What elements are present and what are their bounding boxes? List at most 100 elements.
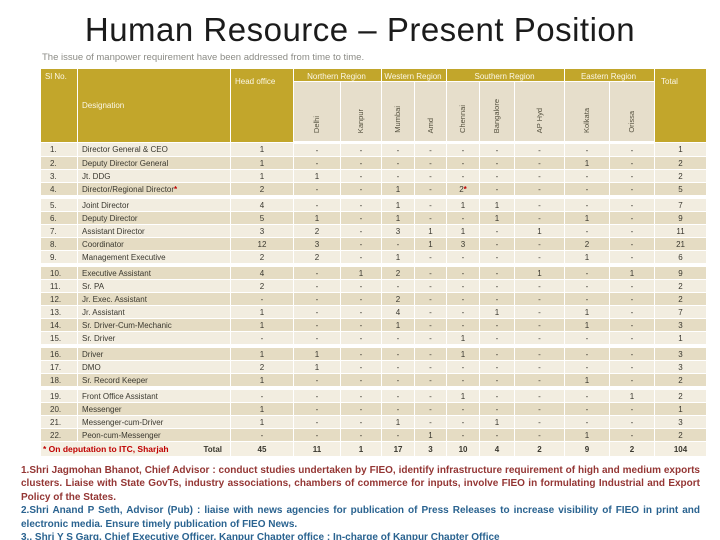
row-number-cell: 3. [40, 169, 78, 183]
value-cell: - [479, 224, 516, 238]
row-number-cell: 1. [40, 142, 78, 157]
value-cell: - [609, 237, 656, 251]
value-cell: 2 [654, 169, 708, 183]
value-cell: - [414, 318, 448, 332]
header-city-amd: Amd [414, 81, 448, 144]
value-cell: - [414, 211, 448, 225]
value-cell: - [414, 387, 448, 403]
value-cell: - [446, 211, 481, 225]
table-row: 6. Deputy Director 5 1-1- -1-1-9 [40, 211, 708, 225]
header-region-western: Western Region [381, 68, 448, 82]
value-cell: - [446, 250, 481, 267]
city-label: Delhi [312, 115, 321, 133]
value-cell: 2 [654, 292, 708, 306]
value-cell: - [514, 250, 566, 267]
designation-cell: Peon-cum-Messenger [77, 428, 231, 442]
designation-cell: Director/Regional Director* [77, 182, 231, 199]
value-cell: - [564, 345, 611, 361]
value-cell: - [339, 305, 383, 319]
header-sl-no: Sl No. [40, 68, 78, 143]
value-cell: 1 [446, 224, 481, 238]
value-cell: 2 [293, 250, 341, 267]
value-cell: - [479, 318, 516, 332]
value-cell: 1 [564, 250, 611, 267]
value-cell: - [479, 402, 516, 416]
value-cell: - [293, 264, 341, 280]
designation-cell: Sr. PA [77, 279, 231, 293]
note-3: 3.. Shri Y S Garg, Chief Executive Offic… [21, 532, 500, 540]
value-cell: 2 [293, 224, 341, 238]
value-cell: - [479, 345, 516, 361]
value-cell: 5 [230, 211, 294, 225]
table-row: 15. Sr. Driver - - - - -1- - - -1 [40, 331, 708, 348]
header-city-kolkata: Kolkata [564, 81, 611, 144]
value-cell: - [514, 196, 566, 212]
row-number-cell: 4. [40, 182, 78, 199]
value-cell: - [414, 169, 448, 183]
header-row-regions: Sl No. Designation Head office Northern … [40, 68, 708, 143]
value-cell: - [230, 387, 294, 403]
designation-cell: Driver [77, 345, 231, 361]
value-cell: 3 [654, 318, 708, 332]
value-cell: - [339, 196, 383, 212]
value-cell: - [514, 402, 566, 416]
value-cell: 1 [414, 224, 448, 238]
value-cell: - [293, 428, 341, 442]
value-cell: 2 [654, 156, 708, 170]
value-cell: - [514, 142, 566, 157]
value-cell: - [381, 360, 416, 374]
value-cell: - [479, 292, 516, 306]
row-number-cell: 16. [40, 345, 78, 361]
value-cell: - [609, 373, 656, 390]
total-cell: 10 [446, 441, 481, 457]
value-cell: - [609, 224, 656, 238]
value-cell: 9 [654, 264, 708, 280]
value-cell: - [564, 264, 611, 280]
value-cell: 1 [381, 196, 416, 212]
total-cell: 4 [479, 441, 516, 457]
value-cell: 2 [230, 360, 294, 374]
total-cell: 3 [414, 441, 448, 457]
value-cell: - [230, 292, 294, 306]
value-cell: - [339, 428, 383, 442]
value-cell: - [609, 318, 656, 332]
value-cell: - [414, 345, 448, 361]
value-cell: - [609, 331, 656, 348]
header-region-northern: Northern Region [292, 68, 383, 82]
table-body: 1. Director General & CEO 1- - - - - - - - -1 2. Dep… [40, 142, 708, 457]
value-cell: - [293, 156, 341, 170]
value-cell: 1 [654, 331, 708, 348]
value-cell: 1 [381, 182, 416, 199]
table-row: 4. Director/Regional Director* 2- -1-2* - - - -… [40, 182, 708, 199]
total-cell: 2 [609, 441, 656, 457]
value-cell: 1 [230, 156, 294, 170]
value-cell: 5 [654, 182, 708, 199]
header-region-southern: Southern Region [446, 68, 566, 82]
value-cell: - [609, 428, 656, 442]
value-cell: - [339, 292, 383, 306]
row-number-cell: 6. [40, 211, 78, 225]
subtitle: The issue of manpower requirement have b… [42, 52, 365, 63]
city-label: Amd [425, 117, 435, 133]
row-number-cell: 8. [40, 237, 78, 251]
row-number-cell: 11. [40, 279, 78, 293]
value-cell: - [293, 142, 341, 157]
value-cell: - [339, 345, 383, 361]
value-cell: - [514, 292, 566, 306]
header-city-kanpur: Kanpur [339, 81, 383, 144]
city-label: Kolkata [582, 107, 592, 133]
table-row: 5. Joint Director 4- -1-1 1- - -7 [40, 196, 708, 212]
value-cell: - [609, 402, 656, 416]
value-cell: - [339, 387, 383, 403]
value-cell: - [479, 331, 516, 348]
value-cell: - [293, 182, 341, 199]
table-row: 16. Driver 1 1- - -1- - - -3 [40, 345, 708, 361]
value-cell: - [446, 156, 481, 170]
value-cell: 1 [564, 428, 611, 442]
value-cell: - [479, 142, 516, 157]
value-cell: 12 [230, 237, 294, 251]
designation-cell: Sr. Driver-Cum-Mechanic [77, 318, 231, 332]
value-cell: - [514, 182, 566, 199]
table-row: 2. Deputy Director General 1- - - - - - -1-2 [40, 156, 708, 170]
value-cell: - [339, 373, 383, 390]
